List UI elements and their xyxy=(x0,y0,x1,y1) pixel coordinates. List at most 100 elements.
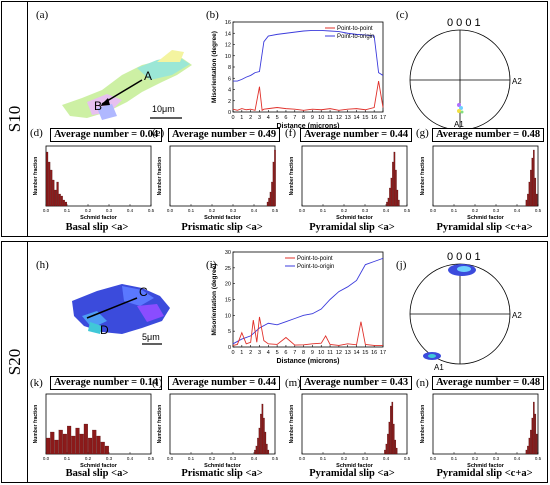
x-tick-label: 4 xyxy=(267,115,270,121)
point-a-label: A xyxy=(144,69,152,83)
grain-region xyxy=(137,304,164,322)
x-tick-label: 0.0 xyxy=(430,208,437,213)
x-tick-label: 0.2 xyxy=(85,208,92,213)
plot-frame xyxy=(301,393,408,455)
histogram-bar xyxy=(46,437,51,455)
slip-label: Pyramidal slip <a> xyxy=(309,468,395,479)
x-tick-label: 0.2 xyxy=(341,456,348,461)
y-axis-label: Number fraction xyxy=(420,157,426,196)
legend-entry: Point-to-origin xyxy=(297,264,334,270)
histogram-bar xyxy=(535,433,538,455)
pole-point xyxy=(457,103,461,107)
panel-tag-h: (h) xyxy=(36,259,49,271)
histogram-bar xyxy=(390,405,392,455)
ebsd-map-s10: A B 10μm xyxy=(62,50,192,120)
histogram-bar xyxy=(100,441,105,455)
trace-line xyxy=(86,297,138,319)
histogram-bar xyxy=(71,435,76,455)
histogram-bar xyxy=(391,401,394,455)
x-axis-label: Schmid factor xyxy=(80,215,118,221)
y-tick-label: 6 xyxy=(228,76,231,82)
misorientation-chart-s10: 0 1 2 3 4 5 6 7 8 9 10 11 12 13 14 15 16 170246810121416D… xyxy=(211,20,386,130)
x-tick-label: 0.5 xyxy=(148,456,155,461)
x-tick-label: 6 xyxy=(284,115,287,121)
histogram-bar xyxy=(531,417,534,455)
histogram-bar xyxy=(67,425,72,455)
histogram-bar xyxy=(392,423,395,455)
histogram-bar xyxy=(266,201,269,207)
pole-axis-a1: A1 xyxy=(454,120,464,129)
pole-title: 0 0 0 1 xyxy=(447,17,481,29)
pole-axis-a1: A1 xyxy=(434,363,444,371)
schmid-histogram-basal-s20: 0.0 0.1 0.2 0.3 0.4 0.5 Schmid factor Number fr… xyxy=(33,393,155,469)
panel-tag-l: (l) xyxy=(152,377,163,389)
histogram-bar xyxy=(530,429,532,455)
y-tick-label: 30 xyxy=(225,250,231,256)
x-tick-label: 15 xyxy=(362,350,368,356)
slip-label: Prismatic slip <a> xyxy=(181,222,263,233)
histogram-bar xyxy=(395,447,398,455)
x-tick-label: 0.4 xyxy=(514,208,521,213)
histogram-bar xyxy=(525,449,528,455)
y-tick-label: 0 xyxy=(228,345,231,351)
histogram-bar xyxy=(88,437,93,455)
x-tick-label: 9 xyxy=(311,115,314,121)
y-tick-label: 5 xyxy=(228,329,231,335)
x-tick-label: 14 xyxy=(353,350,359,356)
panel-tag-d: (d) xyxy=(30,127,43,139)
x-tick-label: 7 xyxy=(293,350,296,356)
panel-tag-k: (k) xyxy=(30,377,43,389)
histogram-bar xyxy=(92,429,97,455)
arrow-head xyxy=(100,98,110,106)
pole-axis-a2: A2 xyxy=(512,311,522,320)
legend-entry: Point-to-point xyxy=(337,26,373,32)
section-sidebar: S20 xyxy=(2,242,28,482)
histogram-bar xyxy=(83,423,88,455)
histogram-bar xyxy=(75,427,80,455)
x-tick-label: 0.3 xyxy=(106,208,113,213)
misorientation-chart-s20: 0 1 2 3 4 5 6 7 8 9 10 11 12 13 14 15 16 17051015202530Di… xyxy=(211,250,386,365)
x-tick-label: 0.3 xyxy=(230,456,237,461)
x-tick-label: 8 xyxy=(302,350,305,356)
x-tick-label: 0.2 xyxy=(209,456,216,461)
schmid-histogram-pyramidal-ca-s10: 0.0 0.1 0.2 0.3 0.4 0.5 Schmid factor Number fr… xyxy=(420,145,542,221)
histogram-bar xyxy=(272,161,275,207)
y-tick-label: 14 xyxy=(225,31,231,37)
histogram-bar xyxy=(527,193,529,207)
x-tick-label: 2 xyxy=(249,350,252,356)
x-tick-label: 16 xyxy=(371,350,377,356)
histogram-bar xyxy=(45,151,49,207)
x-tick-label: 17 xyxy=(380,350,386,356)
y-axis-label: Number fraction xyxy=(33,157,39,196)
x-tick-label: 15 xyxy=(362,115,368,121)
x-tick-label: 0.3 xyxy=(362,456,369,461)
x-tick-label: 0.4 xyxy=(127,208,134,213)
x-axis-label: Distance (microns) xyxy=(276,123,339,130)
histogram-bar xyxy=(533,149,535,207)
x-tick-label: 3 xyxy=(258,350,261,356)
x-tick-label: 0.3 xyxy=(362,208,369,213)
trace-arrow xyxy=(101,79,143,105)
y-tick-label: 0 xyxy=(228,110,231,116)
x-tick-label: 0.5 xyxy=(535,456,542,461)
histogram-bar xyxy=(58,193,61,207)
y-axis-label: Number fraction xyxy=(289,157,295,196)
x-tick-label: 14 xyxy=(353,115,359,121)
grain-region xyxy=(157,50,184,62)
x-tick-label: 13 xyxy=(345,115,351,121)
scalebar-label: 10μm xyxy=(152,104,175,114)
x-axis-label: Schmid factor xyxy=(204,463,242,469)
x-axis-label: Schmid factor xyxy=(336,463,374,469)
histogram-bar xyxy=(386,201,388,207)
histogram-bar xyxy=(62,433,67,455)
panel-tag-g: (g) xyxy=(416,127,429,139)
histogram-bar xyxy=(263,417,265,455)
x-tick-label: 2 xyxy=(249,115,252,121)
x-tick-label: 0.1 xyxy=(451,208,458,213)
y-axis-label: Number fraction xyxy=(157,157,163,196)
point-a-label: C xyxy=(139,285,148,299)
histogram-bar xyxy=(533,401,535,455)
histogram-bar xyxy=(535,193,538,207)
plot-frame xyxy=(432,393,539,455)
schmid-histogram-basal-s10: 0.0 0.1 0.2 0.3 0.4 0.5 Schmid factor Number fr… xyxy=(33,145,155,221)
